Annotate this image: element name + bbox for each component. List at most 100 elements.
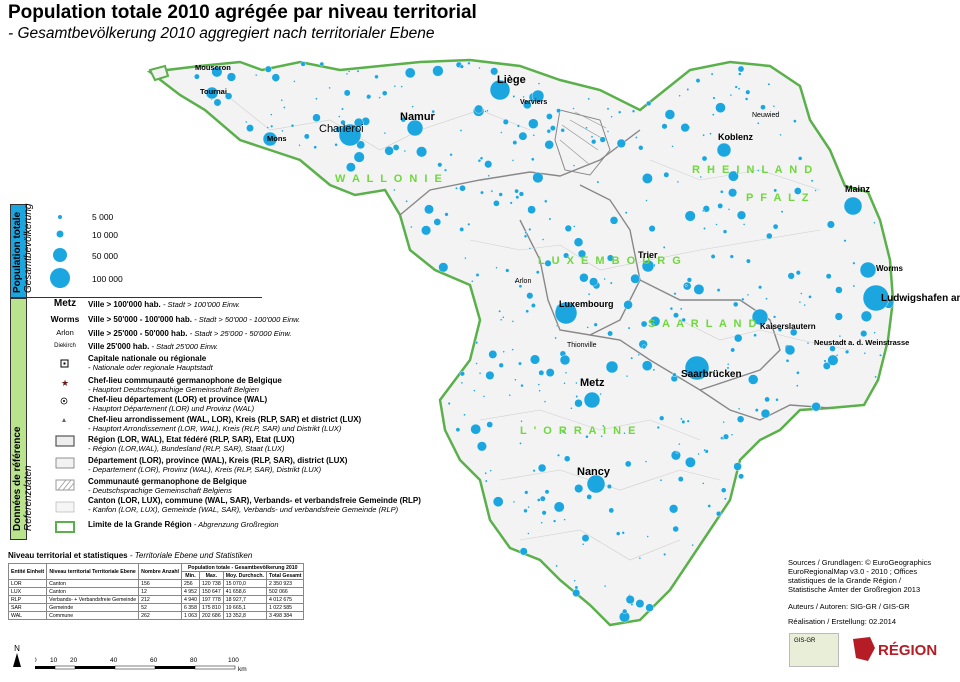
region-label-wallonie: W A L L O N I E [335, 173, 444, 185]
population-circle [416, 146, 428, 158]
population-circle [635, 599, 645, 608]
population-circle [709, 132, 712, 135]
population-circle [345, 72, 349, 76]
city-population-circle [554, 301, 578, 325]
population-circle [730, 433, 734, 436]
population-circle [511, 159, 515, 162]
population-circle [487, 174, 490, 178]
city-population-circle [859, 261, 877, 279]
population-circle [459, 64, 464, 69]
population-circle [684, 210, 696, 222]
population-circle [686, 88, 690, 91]
population-circle [635, 136, 638, 139]
legend-ref-title: Données de référence [12, 426, 23, 532]
population-circle [622, 608, 628, 615]
population-circle [780, 210, 784, 214]
population-circle [663, 171, 670, 178]
population-circle [502, 350, 505, 353]
city-population-circle [716, 142, 732, 158]
population-circle [681, 317, 686, 323]
population-circle [564, 455, 571, 462]
population-circle [486, 109, 489, 112]
population-circle [514, 188, 519, 194]
population-circle [512, 140, 518, 146]
population-circle [519, 547, 528, 556]
population-circle [498, 192, 503, 197]
population-circle [574, 484, 584, 494]
population-circle [624, 460, 632, 468]
population-circle [474, 104, 484, 114]
population-circle [564, 224, 572, 233]
population-circle [193, 73, 200, 80]
population-circle [673, 292, 677, 296]
legend-circles [50, 215, 70, 288]
grande-region-area [146, 58, 895, 627]
population-circle [495, 266, 498, 269]
legend-symbols: ★ [55, 359, 75, 533]
population-circle [538, 369, 545, 376]
population-circle [746, 293, 750, 297]
population-circle [680, 122, 690, 133]
population-circle [663, 552, 667, 556]
population-circle [518, 131, 528, 141]
population-circle [271, 73, 280, 82]
population-circle [591, 139, 597, 145]
population-circle [552, 519, 557, 523]
population-circle [715, 102, 726, 113]
population-circle [777, 327, 783, 332]
population-circle [625, 374, 629, 378]
population-circle [736, 171, 739, 175]
legend-sym-diekirch: Diekirch [54, 343, 76, 349]
population-circle [345, 162, 356, 173]
population-circle [669, 306, 674, 311]
population-circle [728, 170, 739, 182]
population-circle [722, 229, 728, 234]
population-circle [411, 105, 414, 108]
table-row: SAR Gemeinde 52 6 358 175 810 19 665,1 1 022 5… [7, 603, 305, 612]
population-circle [356, 69, 360, 73]
population-circle [574, 399, 583, 408]
legend-pop-value: 50 000 [92, 251, 118, 261]
population-circle [572, 589, 581, 598]
city-label: Mouscron [195, 63, 231, 72]
population-circle [572, 107, 575, 110]
legend-pop-value: 5 000 [92, 212, 114, 222]
population-circle [637, 353, 640, 357]
population-circle [652, 368, 656, 372]
population-circle [757, 122, 760, 125]
population-circle [803, 303, 806, 307]
population-circle [255, 73, 258, 77]
population-circle [686, 419, 690, 423]
population-circle [555, 564, 558, 568]
population-circle [624, 211, 628, 215]
city-label: Neustadt a. d. Weinstrasse [814, 338, 909, 347]
population-circle [587, 97, 591, 101]
population-circle [829, 345, 836, 352]
population-circle [685, 456, 696, 468]
population-circle [447, 402, 451, 406]
population-circle [353, 151, 365, 163]
population-circle [586, 494, 593, 500]
population-circle [315, 97, 318, 100]
population-circle [400, 85, 403, 88]
population-circle [520, 420, 523, 423]
region-label-pfalz: P F A L Z [746, 192, 810, 204]
population-circle [540, 521, 543, 524]
population-circle [623, 300, 633, 310]
gis-gr-logo: GIS-GR [789, 633, 839, 667]
population-circle [502, 118, 509, 125]
population-circle [745, 89, 751, 95]
population-circle [609, 281, 613, 285]
population-circle [563, 518, 566, 521]
population-circle [319, 61, 325, 67]
population-circle [670, 450, 681, 461]
table-row: LOR Canton 156 256 120 738 15 070,0 2 350 923 [7, 579, 305, 588]
population-circle [561, 430, 565, 434]
city-label: Charleroi [319, 123, 364, 135]
population-circle [523, 100, 532, 110]
population-circle [544, 139, 554, 150]
population-circle [730, 347, 736, 353]
population-circle [722, 420, 725, 424]
svg-text:20: 20 [70, 657, 78, 664]
population-circle [474, 341, 479, 345]
